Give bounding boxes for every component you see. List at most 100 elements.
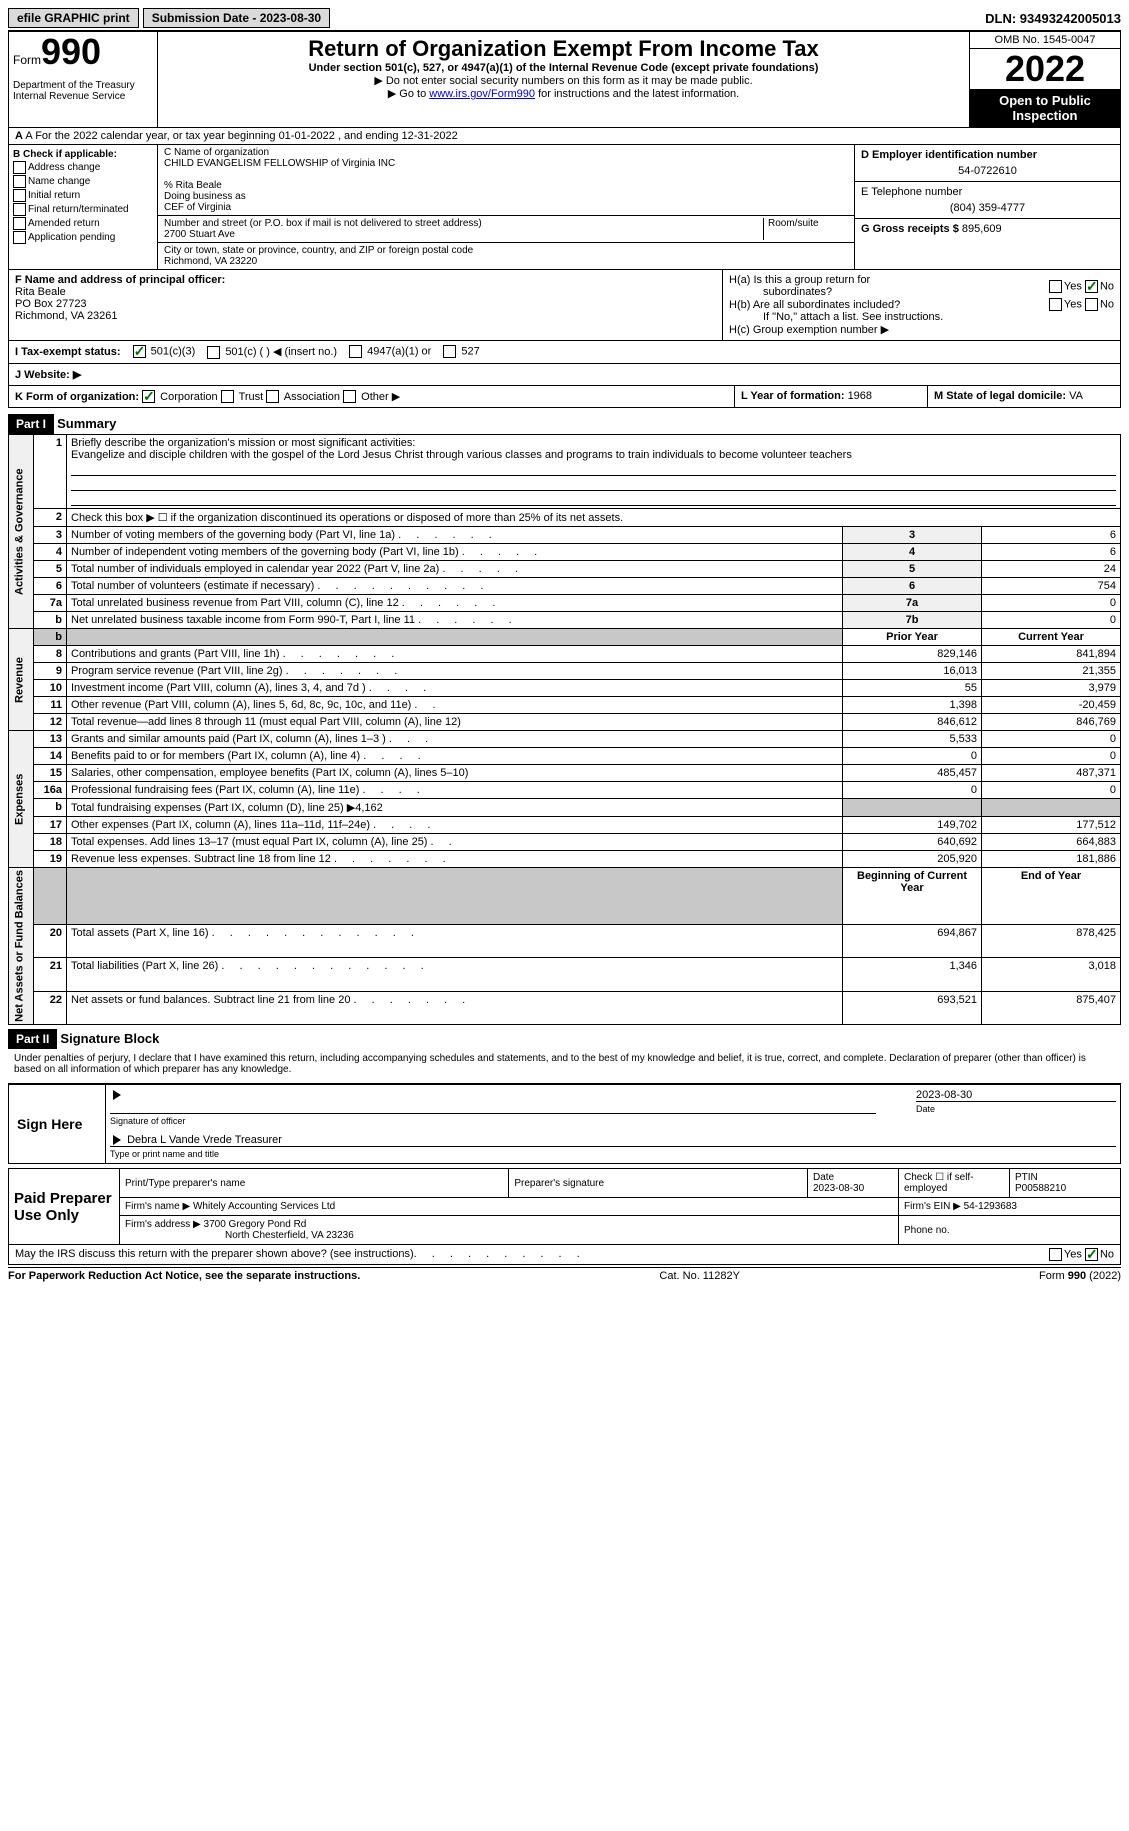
row17-curr: 177,512 (982, 817, 1121, 834)
inspection-notice: Open to Public Inspection (970, 89, 1120, 127)
begin-year-hdr: Beginning of Current Year (843, 868, 982, 925)
column-c: C Name of organization CHILD EVANGELISM … (158, 145, 854, 269)
row12-curr: 846,769 (982, 714, 1121, 731)
box-f: F Name and address of principal officer:… (9, 270, 723, 340)
arrow-icon (113, 1090, 121, 1100)
k-assoc: Association (284, 391, 340, 403)
dba-label: Doing business as (164, 191, 848, 202)
row9-prior: 16,013 (843, 663, 982, 680)
row6-desc: Total number of volunteers (estimate if … (71, 580, 314, 592)
te-527: 527 (461, 346, 479, 358)
row11-desc: Other revenue (Part VIII, column (A), li… (71, 699, 411, 711)
line-a-text: A For the 2022 calendar year, or tax yea… (25, 130, 457, 142)
row5-val: 24 (982, 561, 1121, 578)
submission-button[interactable]: Submission Date - 2023-08-30 (143, 8, 330, 28)
form-subtitle-1: Under section 501(c), 527, or 4947(a)(1)… (162, 62, 965, 74)
ein-label: D Employer identification number (861, 149, 1114, 161)
insp1: Open to Public (974, 93, 1116, 108)
firm-ein-label: Firm's EIN ▶ (904, 1201, 964, 1212)
column-d: D Employer identification number 54-0722… (854, 145, 1120, 269)
row20-prior: 694,867 (843, 925, 982, 958)
m-value: VA (1069, 390, 1083, 402)
line-m: M State of legal domicile: VA (928, 386, 1120, 408)
hc: H(c) Group exemption number ▶ (729, 323, 1114, 336)
street-label: Number and street (or P.O. box if mail i… (164, 218, 763, 229)
row16b-prior (843, 799, 982, 817)
org-name: CHILD EVANGELISM FELLOWSHIP of Virginia … (164, 158, 848, 169)
city-label: City or town, state or province, country… (164, 245, 848, 256)
phone-label: E Telephone number (861, 186, 1114, 198)
paid-label: Paid Preparer Use Only (9, 1169, 120, 1245)
f-name: Rita Beale (15, 286, 716, 298)
row21-desc: Total liabilities (Part X, line 26) (71, 960, 218, 972)
part2-header: Part II Signature Block (8, 1029, 1121, 1049)
row14-curr: 0 (982, 748, 1121, 765)
row11-prior: 1,398 (843, 697, 982, 714)
irs-link[interactable]: www.irs.gov/Form990 (429, 88, 535, 100)
m-label: M State of legal domicile: (934, 390, 1069, 402)
row5-box: 5 (843, 561, 982, 578)
l-label: L Year of formation: (741, 390, 848, 402)
row13-desc: Grants and similar amounts paid (Part IX… (71, 733, 386, 745)
firm-addr2: North Chesterfield, VA 23236 (225, 1230, 354, 1241)
insp2: Inspection (974, 108, 1116, 123)
row7a-desc: Total unrelated business revenue from Pa… (71, 597, 399, 609)
chk-final: Final return/terminated (13, 203, 153, 216)
row13-prior: 5,533 (843, 731, 982, 748)
ha2: subordinates? (763, 286, 832, 298)
header-left: Form990 Department of the Treasury Inter… (9, 32, 158, 127)
row7b-desc: Net unrelated business taxable income fr… (71, 614, 415, 626)
form-word: Form (13, 53, 41, 67)
co-label: % Rita Beale (164, 180, 848, 191)
k-corp: Corporation (160, 391, 217, 403)
row7b-box: 7b (843, 612, 982, 629)
name-label: C Name of organization (164, 147, 848, 158)
chk-amended: Amended return (13, 217, 153, 230)
section-revenue: Revenue (9, 629, 34, 731)
ein-row: D Employer identification number 54-0722… (855, 145, 1120, 182)
te-501c: 501(c) ( ) ◀ (insert no.) (225, 346, 337, 358)
firm-phone-label: Phone no. (899, 1216, 1121, 1245)
efile-button[interactable]: efile GRAPHIC print (8, 8, 139, 28)
irs-label: Internal Revenue Service (13, 91, 153, 102)
tax-year: 2022 (970, 49, 1120, 89)
row22-prior: 693,521 (843, 991, 982, 1024)
gross-value: 895,609 (962, 223, 1002, 235)
row16a-prior: 0 (843, 782, 982, 799)
f-addr2: Richmond, VA 23261 (15, 310, 716, 322)
te-501c3: 501(c)(3) (151, 346, 196, 358)
row21-curr: 3,018 (982, 958, 1121, 991)
box-b-label: B Check if applicable: (13, 149, 153, 160)
row10-desc: Investment income (Part VIII, column (A)… (71, 682, 366, 694)
row9-curr: 21,355 (982, 663, 1121, 680)
row16b-desc: Total fundraising expenses (Part IX, col… (67, 799, 843, 817)
sig-date: 2023-08-30 (916, 1089, 1116, 1101)
k-trust: Trust (239, 391, 264, 403)
form-title: Return of Organization Exempt From Incom… (162, 36, 965, 62)
k-other: Other ▶ (361, 391, 400, 403)
chk-address: Address change (13, 161, 153, 174)
row6-box: 6 (843, 578, 982, 595)
firm-addr1: 3700 Gregory Pond Rd (204, 1219, 307, 1230)
prep-date-label: Date (813, 1172, 834, 1183)
f-label: F Name and address of principal officer: (15, 274, 716, 286)
dba-value: CEF of Virginia (164, 202, 848, 213)
discuss-text: May the IRS discuss this return with the… (15, 1248, 414, 1261)
phone-row: E Telephone number (804) 359-4777 (855, 182, 1120, 219)
line2-text: Check this box ▶ ☐ if the organization d… (67, 509, 1121, 527)
row18-curr: 664,883 (982, 834, 1121, 851)
k-label: K Form of organization: (15, 391, 139, 403)
row18-prior: 640,692 (843, 834, 982, 851)
hb-no: No (1100, 298, 1114, 310)
part1-header: Part I Summary (8, 414, 1121, 434)
sub3b: for instructions and the latest informat… (535, 88, 739, 100)
row8-curr: 841,894 (982, 646, 1121, 663)
row12-desc: Total revenue—add lines 8 through 11 (mu… (67, 714, 843, 731)
row2-num: 2 (34, 509, 67, 527)
hb1: H(b) Are all subordinates included? (729, 299, 1049, 311)
top-bar: efile GRAPHIC print Submission Date - 20… (8, 8, 1121, 28)
fgh-block: F Name and address of principal officer:… (8, 270, 1121, 341)
row8-prior: 829,146 (843, 646, 982, 663)
row22-desc: Net assets or fund balances. Subtract li… (71, 994, 350, 1006)
klm-row: K Form of organization: Corporation Trus… (8, 386, 1121, 409)
